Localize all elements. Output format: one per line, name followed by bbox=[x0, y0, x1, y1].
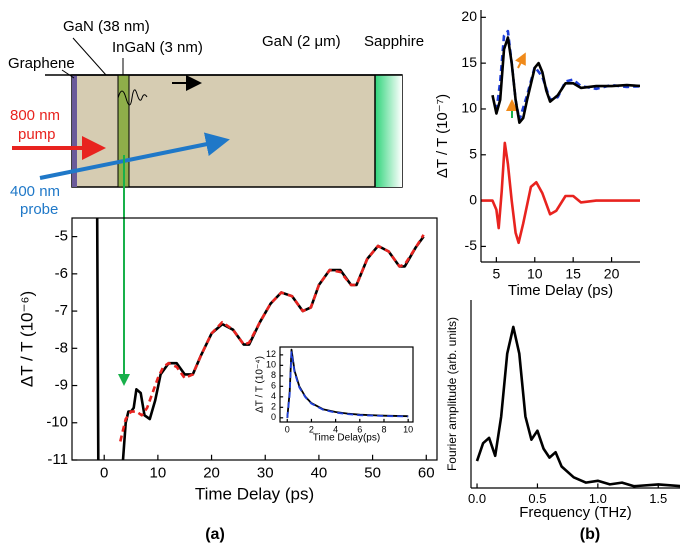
x-tick-label: 50 bbox=[364, 464, 381, 481]
x-axis-label: Time Delay (ps) bbox=[195, 484, 314, 503]
layer-label: Graphene bbox=[8, 55, 75, 72]
data-line bbox=[286, 351, 409, 418]
x-axis-label: Time Delay (ps) bbox=[508, 282, 613, 299]
y-tick-label: 2 bbox=[271, 402, 276, 412]
y-tick-label: -10 bbox=[46, 414, 68, 431]
x-tick-label: 4 bbox=[333, 424, 338, 434]
x-tick-label: 0 bbox=[285, 424, 290, 434]
caption: (a) bbox=[205, 526, 225, 543]
y-tick-label: 20 bbox=[461, 8, 477, 24]
y-tick-label: -11 bbox=[47, 451, 68, 468]
y-tick-label: 10 bbox=[266, 360, 276, 370]
x-tick-label: 20 bbox=[203, 464, 220, 481]
y-tick-label: -8 bbox=[55, 339, 68, 356]
x-tick-label: 15 bbox=[565, 265, 581, 281]
y-tick-label: 4 bbox=[271, 391, 276, 401]
y-tick-label: 12 bbox=[266, 349, 276, 359]
data-line bbox=[119, 234, 425, 442]
y-tick-label: 6 bbox=[271, 381, 276, 391]
y-axis-label: ΔT / T (10⁻⁶) bbox=[17, 291, 36, 387]
probe-arrow bbox=[39, 132, 230, 180]
x-tick-label: 40 bbox=[311, 464, 328, 481]
y-tick-label: -9 bbox=[55, 377, 68, 394]
caption: (b) bbox=[580, 526, 600, 543]
x-axis-label: Time Delay(ps) bbox=[313, 433, 380, 444]
y-tick-label: -6 bbox=[55, 265, 68, 282]
pump-label: pump bbox=[18, 126, 56, 143]
layer-label: Sapphire bbox=[364, 33, 424, 50]
x-tick-label: 5 bbox=[492, 265, 500, 281]
x-tick-label: 1.0 bbox=[589, 491, 607, 506]
y-tick-label: -5 bbox=[465, 237, 478, 253]
y-tick-label: 0 bbox=[271, 412, 276, 422]
sapphire-layer bbox=[375, 75, 402, 187]
leader bbox=[72, 37, 107, 76]
data-line bbox=[481, 141, 640, 245]
data-line bbox=[495, 29, 640, 122]
probe-label: 400 nm bbox=[10, 183, 60, 200]
pump-label: 800 nm bbox=[10, 107, 60, 124]
inset-background bbox=[280, 347, 413, 422]
sample-diagram: GaN (38 nm) InGaN (3 nm) GaN (2 μm) Sapp… bbox=[8, 18, 424, 386]
data-line bbox=[95, 218, 425, 460]
x-tick-label: 10 bbox=[527, 265, 543, 281]
x-tick-label: 8 bbox=[381, 424, 386, 434]
y-tick-label: 10 bbox=[461, 100, 477, 116]
y-tick-label: 0 bbox=[469, 191, 477, 207]
y-tick-label: -5 bbox=[55, 228, 68, 245]
y-axis-label: ΔT / T (10⁻⁴) bbox=[255, 356, 266, 413]
strain-pulse bbox=[117, 89, 148, 106]
probe-label: probe bbox=[20, 201, 58, 218]
y-axis-label: ΔT / T (10⁻⁷) bbox=[434, 94, 451, 178]
axes-frame bbox=[279, 346, 414, 423]
y-axis-label: Fourier amplitude (arb. units) bbox=[445, 317, 459, 471]
x-tick-label: 6 bbox=[357, 424, 362, 434]
x-tick-label: 0.5 bbox=[528, 491, 546, 506]
graphene-layer bbox=[72, 75, 77, 187]
x-tick-label: 2 bbox=[309, 424, 314, 434]
layer-label: GaN (2 μm) bbox=[262, 33, 341, 50]
data-line bbox=[491, 36, 640, 124]
y-tick-label: -7 bbox=[55, 302, 68, 319]
y-tick-label: 5 bbox=[469, 145, 477, 161]
x-tick-label: 0 bbox=[100, 464, 108, 481]
layer-label: InGaN (3 nm) bbox=[112, 39, 203, 56]
axes-frame bbox=[71, 217, 438, 461]
marker-arrow bbox=[515, 52, 526, 69]
data-line bbox=[475, 325, 680, 488]
x-tick-label: 60 bbox=[418, 464, 435, 481]
x-tick-label: 10 bbox=[150, 464, 167, 481]
x-tick-label: 30 bbox=[257, 464, 274, 481]
leader bbox=[61, 69, 75, 79]
y-tick-label: 8 bbox=[271, 370, 276, 380]
x-axis-label: Frequency (THz) bbox=[519, 504, 632, 521]
y-tick-label: 15 bbox=[461, 54, 477, 70]
layer-label: GaN (38 nm) bbox=[63, 18, 150, 35]
x-tick-label: 1.5 bbox=[649, 491, 667, 506]
x-tick-label: 0.0 bbox=[468, 491, 486, 506]
x-tick-label: 20 bbox=[604, 265, 620, 281]
x-tick-label: 10 bbox=[403, 424, 413, 434]
